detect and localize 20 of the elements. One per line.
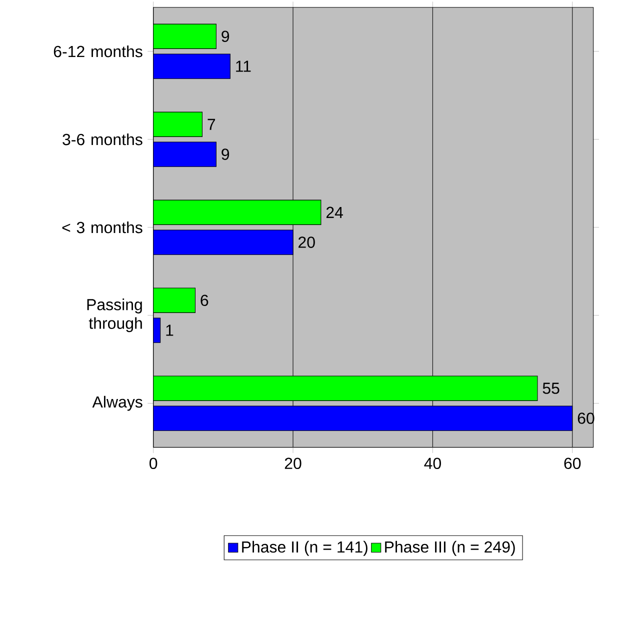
data-label: 9 — [222, 148, 230, 160]
y-tick-label: 3-6 months — [62, 133, 142, 146]
data-label: 24 — [326, 206, 343, 218]
x-tick-label: 40 — [424, 458, 441, 470]
y-tick-label: 6-12 months — [54, 45, 142, 58]
x-tick-label: 60 — [564, 458, 581, 470]
data-label: 9 — [222, 30, 230, 42]
data-label: 1 — [166, 324, 174, 336]
y-tick-label: < 3 months — [62, 221, 142, 234]
data-label: 11 — [236, 60, 251, 72]
y-tick-label: Always — [92, 396, 142, 411]
x-tick-label: 0 — [150, 458, 158, 470]
y-tick-label: Passing through — [87, 298, 142, 332]
data-label: 20 — [298, 236, 315, 248]
data-label: 55 — [542, 382, 560, 394]
data-label: 7 — [208, 118, 216, 130]
data-label: 6 — [200, 294, 208, 306]
legend-label: Phase II (n = 141) — [242, 540, 368, 556]
legend-label: Phase III (n = 249) — [385, 540, 515, 556]
x-tick-label: 20 — [284, 458, 302, 470]
